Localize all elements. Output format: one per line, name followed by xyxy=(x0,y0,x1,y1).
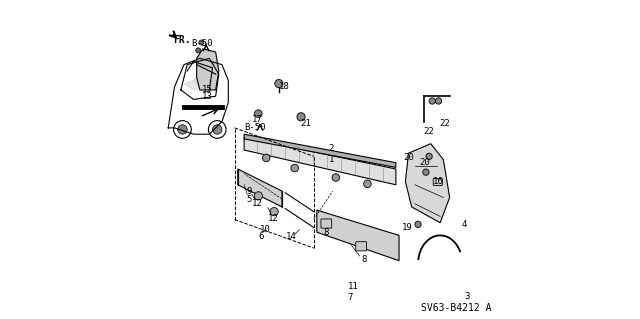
Text: 11: 11 xyxy=(348,282,358,291)
Circle shape xyxy=(209,121,226,138)
Text: 21: 21 xyxy=(300,119,311,128)
Circle shape xyxy=(196,48,201,53)
Text: 22: 22 xyxy=(424,127,435,136)
Polygon shape xyxy=(405,144,450,223)
Polygon shape xyxy=(317,210,399,261)
Circle shape xyxy=(199,40,204,45)
Circle shape xyxy=(255,110,262,117)
Text: 6: 6 xyxy=(259,233,264,241)
Text: B-50: B-50 xyxy=(191,39,213,48)
Polygon shape xyxy=(193,74,209,87)
Circle shape xyxy=(291,164,298,172)
Text: 17: 17 xyxy=(252,115,263,124)
Text: 14: 14 xyxy=(285,233,296,241)
Text: 22: 22 xyxy=(440,119,451,128)
Circle shape xyxy=(212,125,222,134)
Text: 8: 8 xyxy=(324,228,329,237)
Polygon shape xyxy=(244,134,396,167)
Text: 13: 13 xyxy=(202,92,212,101)
FancyBboxPatch shape xyxy=(433,178,442,185)
Text: 20: 20 xyxy=(404,153,415,162)
Text: 10: 10 xyxy=(260,225,271,234)
Circle shape xyxy=(178,125,187,134)
Text: 2: 2 xyxy=(328,144,333,153)
Circle shape xyxy=(415,221,421,227)
Polygon shape xyxy=(196,49,219,90)
Text: 9: 9 xyxy=(246,187,252,196)
Text: 20: 20 xyxy=(419,158,429,167)
Text: 7: 7 xyxy=(348,293,353,301)
Circle shape xyxy=(173,121,191,138)
Circle shape xyxy=(262,154,270,162)
Text: 8: 8 xyxy=(361,255,366,263)
Circle shape xyxy=(423,169,429,175)
Circle shape xyxy=(270,208,278,216)
Text: 12: 12 xyxy=(252,199,262,208)
Text: 1: 1 xyxy=(328,155,333,164)
Text: B-50: B-50 xyxy=(244,123,266,132)
Circle shape xyxy=(332,174,340,181)
Text: FR.: FR. xyxy=(173,35,190,45)
Circle shape xyxy=(297,113,305,121)
Text: 18: 18 xyxy=(279,82,290,91)
Circle shape xyxy=(429,98,435,104)
Circle shape xyxy=(426,153,432,160)
Text: 16: 16 xyxy=(433,177,444,186)
FancyBboxPatch shape xyxy=(356,242,367,251)
Text: 12: 12 xyxy=(268,213,278,222)
Polygon shape xyxy=(244,137,396,185)
Text: SV63-B4212 A: SV63-B4212 A xyxy=(421,303,492,313)
Text: 3: 3 xyxy=(465,292,470,300)
FancyBboxPatch shape xyxy=(321,219,332,228)
Circle shape xyxy=(275,79,283,88)
Text: 19: 19 xyxy=(402,223,413,232)
Circle shape xyxy=(364,180,371,188)
Text: 5: 5 xyxy=(246,195,252,204)
Text: 15: 15 xyxy=(202,85,212,94)
Polygon shape xyxy=(238,169,282,207)
Polygon shape xyxy=(184,80,203,90)
Text: 4: 4 xyxy=(461,220,467,229)
Circle shape xyxy=(254,192,262,200)
Circle shape xyxy=(435,98,442,104)
